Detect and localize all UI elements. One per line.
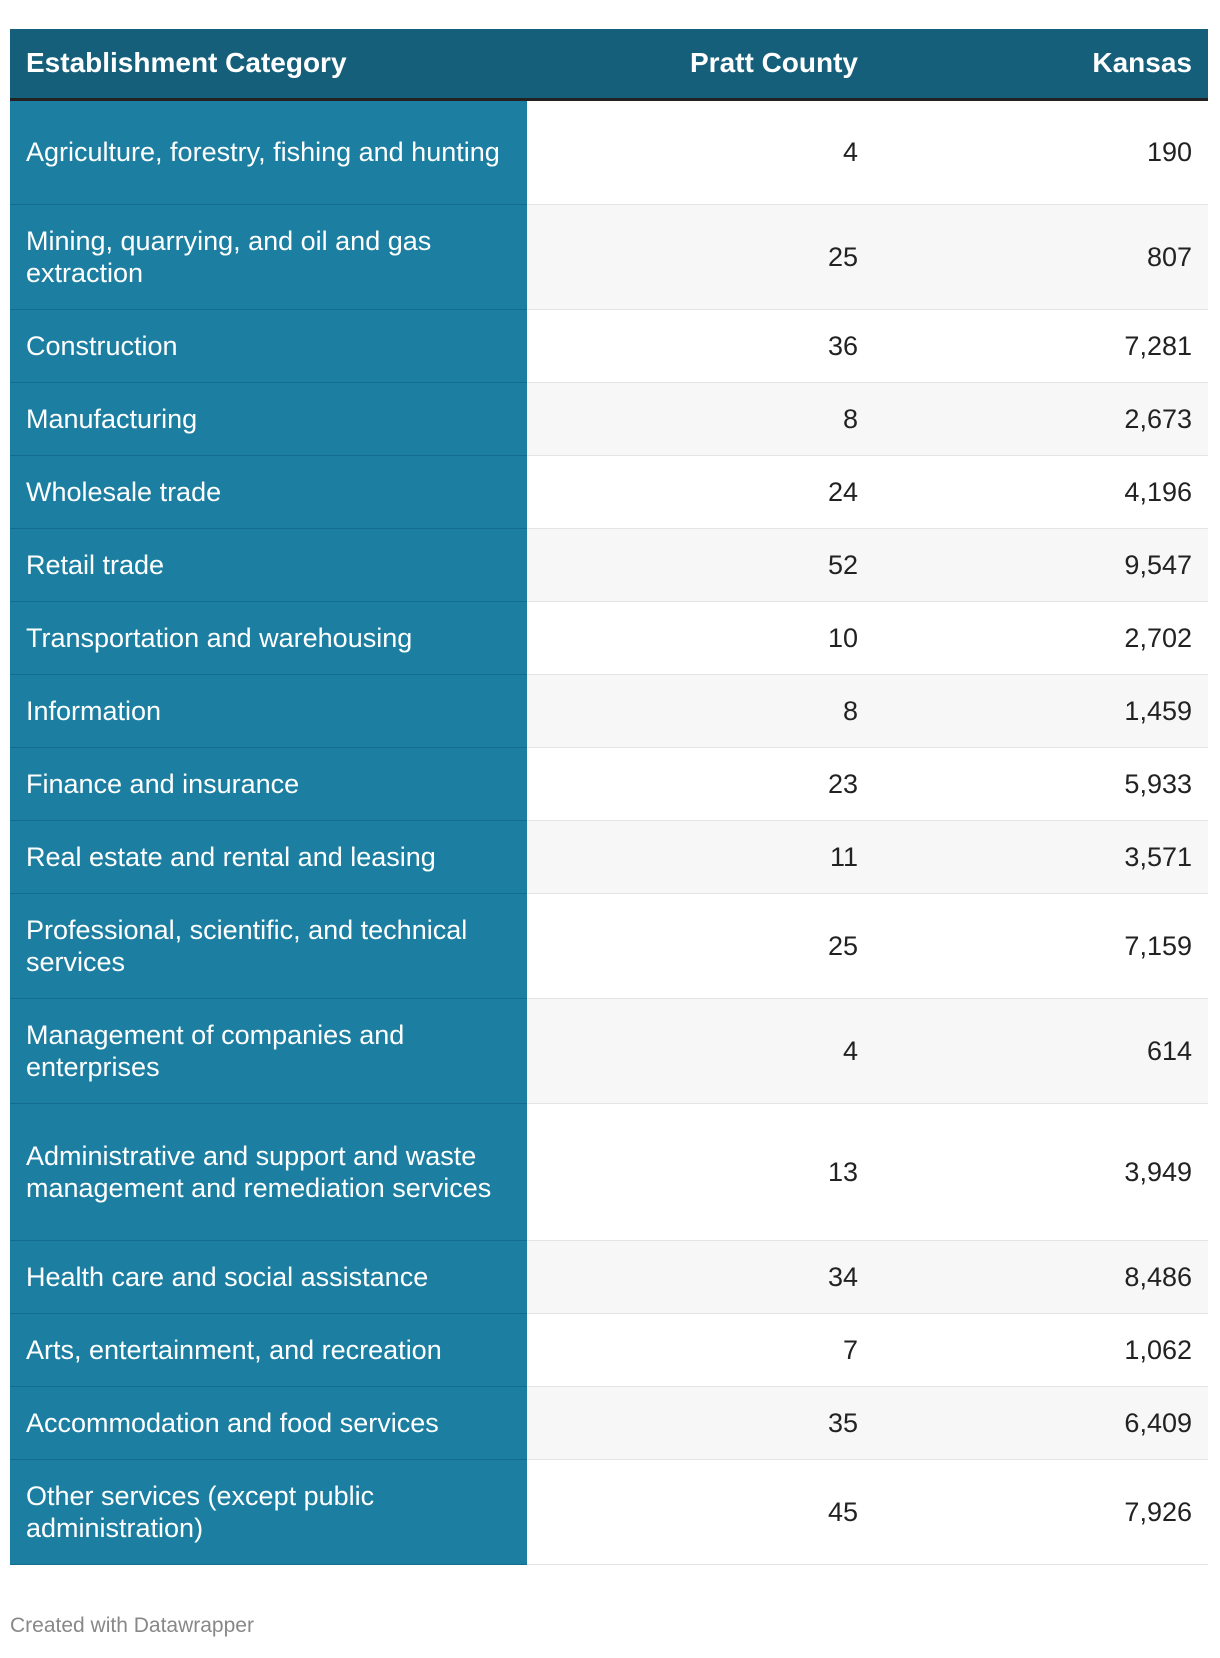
pratt-county-value: 23 <box>527 747 874 821</box>
table-row: Transportation and warehousing 10 2,702 <box>10 601 1208 675</box>
category-cell: Agriculture, forestry, fishing and hunti… <box>10 99 527 205</box>
category-cell: Accommodation and food services <box>10 1386 527 1460</box>
table-row: Arts, entertainment, and recreation 7 1,… <box>10 1313 1208 1387</box>
kansas-value: 190 <box>874 99 1208 205</box>
pratt-county-value: 8 <box>527 382 874 456</box>
category-cell: Administrative and support and waste man… <box>10 1103 527 1241</box>
table-header: Establishment Category Pratt County Kans… <box>10 29 1208 101</box>
table-row: Retail trade 52 9,547 <box>10 528 1208 602</box>
category-cell: Management of companies and enterprises <box>10 998 527 1104</box>
kansas-value: 5,933 <box>874 747 1208 821</box>
pratt-county-value: 4 <box>527 998 874 1104</box>
kansas-value: 807 <box>874 204 1208 310</box>
table-row: Accommodation and food services 35 6,409 <box>10 1386 1208 1460</box>
table-row: Administrative and support and waste man… <box>10 1103 1208 1241</box>
column-header-pratt-county: Pratt County <box>527 29 874 101</box>
pratt-county-value: 13 <box>527 1103 874 1241</box>
kansas-value: 2,702 <box>874 601 1208 675</box>
pratt-county-value: 24 <box>527 455 874 529</box>
kansas-value: 2,673 <box>874 382 1208 456</box>
kansas-value: 9,547 <box>874 528 1208 602</box>
category-cell: Health care and social assistance <box>10 1240 527 1314</box>
kansas-value: 3,571 <box>874 820 1208 894</box>
kansas-value: 7,159 <box>874 893 1208 999</box>
pratt-county-value: 35 <box>527 1386 874 1460</box>
datawrapper-credit: Created with Datawrapper <box>10 1614 254 1637</box>
category-cell: Mining, quarrying, and oil and gas extra… <box>10 204 527 310</box>
pratt-county-value: 7 <box>527 1313 874 1387</box>
table-row: Management of companies and enterprises … <box>10 998 1208 1104</box>
table-row: Construction 36 7,281 <box>10 309 1208 383</box>
table-row: Agriculture, forestry, fishing and hunti… <box>10 99 1208 205</box>
category-cell: Transportation and warehousing <box>10 601 527 675</box>
kansas-value: 8,486 <box>874 1240 1208 1314</box>
category-cell: Real estate and rental and leasing <box>10 820 527 894</box>
pratt-county-value: 11 <box>527 820 874 894</box>
pratt-county-value: 8 <box>527 674 874 748</box>
pratt-county-value: 4 <box>527 99 874 205</box>
table-row: Other services (except public administra… <box>10 1459 1208 1565</box>
category-cell: Wholesale trade <box>10 455 527 529</box>
header-row: Establishment Category Pratt County Kans… <box>10 29 1208 101</box>
table-row: Finance and insurance 23 5,933 <box>10 747 1208 821</box>
category-cell: Arts, entertainment, and recreation <box>10 1313 527 1387</box>
category-cell: Manufacturing <box>10 382 527 456</box>
table-row: Real estate and rental and leasing 11 3,… <box>10 820 1208 894</box>
column-header-kansas: Kansas <box>874 29 1208 101</box>
table-row: Manufacturing 8 2,673 <box>10 382 1208 456</box>
establishments-table: Establishment Category Pratt County Kans… <box>10 29 1208 1565</box>
kansas-value: 6,409 <box>874 1386 1208 1460</box>
pratt-county-value: 36 <box>527 309 874 383</box>
column-header-category: Establishment Category <box>10 29 527 101</box>
table-row: Health care and social assistance 34 8,4… <box>10 1240 1208 1314</box>
category-cell: Other services (except public administra… <box>10 1459 527 1565</box>
table-row: Mining, quarrying, and oil and gas extra… <box>10 204 1208 310</box>
pratt-county-value: 25 <box>527 204 874 310</box>
kansas-value: 7,281 <box>874 309 1208 383</box>
pratt-county-value: 10 <box>527 601 874 675</box>
establishments-table-container: Establishment Category Pratt County Kans… <box>10 29 1208 1565</box>
kansas-value: 1,459 <box>874 674 1208 748</box>
category-cell: Professional, scientific, and technical … <box>10 893 527 999</box>
kansas-value: 1,062 <box>874 1313 1208 1387</box>
pratt-county-value: 45 <box>527 1459 874 1565</box>
table-row: Professional, scientific, and technical … <box>10 893 1208 999</box>
pratt-county-value: 25 <box>527 893 874 999</box>
table-row: Wholesale trade 24 4,196 <box>10 455 1208 529</box>
kansas-value: 4,196 <box>874 455 1208 529</box>
kansas-value: 7,926 <box>874 1459 1208 1565</box>
category-cell: Retail trade <box>10 528 527 602</box>
pratt-county-value: 52 <box>527 528 874 602</box>
category-cell: Construction <box>10 309 527 383</box>
category-cell: Finance and insurance <box>10 747 527 821</box>
table-body: Agriculture, forestry, fishing and hunti… <box>10 99 1208 1565</box>
category-cell: Information <box>10 674 527 748</box>
kansas-value: 3,949 <box>874 1103 1208 1241</box>
pratt-county-value: 34 <box>527 1240 874 1314</box>
kansas-value: 614 <box>874 998 1208 1104</box>
table-row: Information 8 1,459 <box>10 674 1208 748</box>
